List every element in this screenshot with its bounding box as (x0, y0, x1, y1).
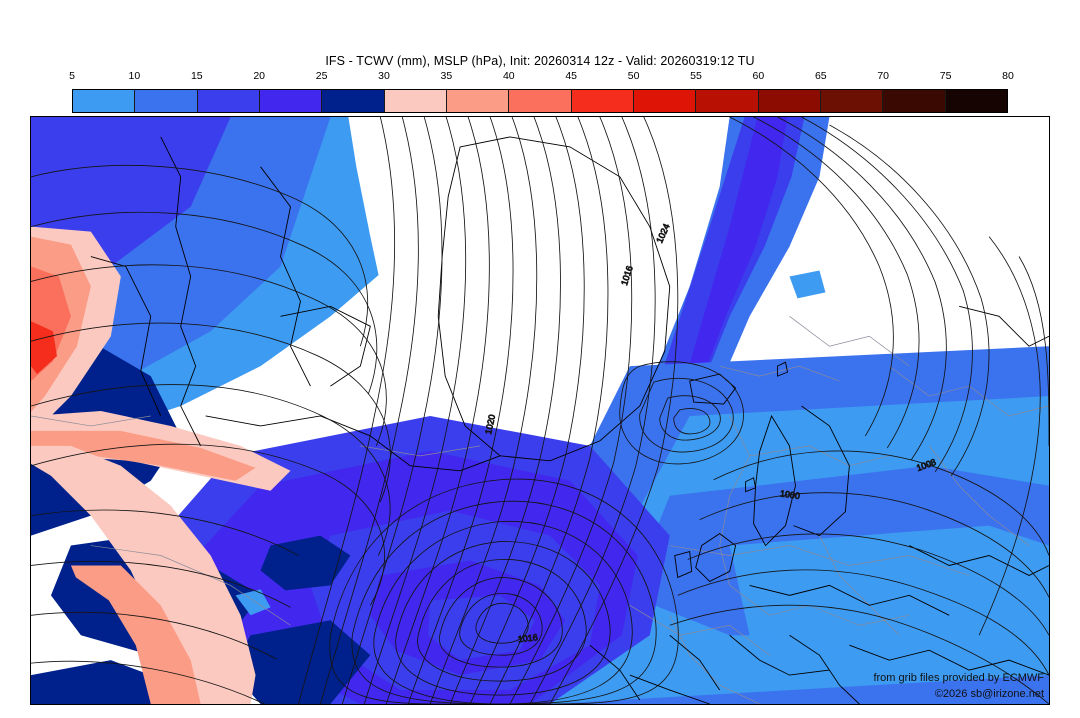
colorbar-tick-40: 40 (502, 70, 515, 82)
colorbar-segment-75-80 (945, 90, 1007, 112)
colorbar-tick-5: 5 (69, 70, 75, 82)
colorbar-segment-60-65 (758, 90, 821, 112)
colorbar-segment-20-25 (259, 90, 323, 112)
colorbar-tick-80: 80 (1002, 70, 1014, 82)
colorbar-segment-35-40 (446, 90, 510, 112)
colorbar-segment-15-20 (197, 90, 260, 112)
tcwv-fill-layer (31, 117, 1049, 704)
colorbar-tick-50: 50 (627, 70, 640, 82)
map-panel[interactable]: 1016 1020 1008 1000 1016 1024 (30, 116, 1050, 705)
colorbar-gradient (72, 89, 1008, 113)
isobar-label-1020: 1020 (483, 414, 497, 436)
colorbar-segment-30-35 (384, 90, 447, 112)
colorbar-tick-60: 60 (752, 70, 765, 82)
colorbar-tick-30: 30 (378, 70, 390, 82)
colorbar-segment-40-45 (509, 90, 572, 112)
isobar-label-1000: 1000 (779, 488, 800, 501)
colorbar-tick-10: 10 (128, 70, 141, 82)
colorbar-tick-45: 45 (565, 70, 578, 82)
colorbar-segment-45-50 (571, 90, 634, 112)
colorbar-tick-55: 55 (690, 70, 702, 82)
copyright-credit: ©2026 sb@irizone.net (934, 688, 1044, 700)
colorbar-segment-55-60 (696, 90, 759, 112)
colorbar-segment-5-10 (73, 90, 136, 112)
colorbar-tick-35: 35 (440, 70, 453, 82)
colorbar-tick-65: 65 (814, 70, 827, 82)
data-source-credit: from grib files provided by ECMWF (873, 672, 1044, 684)
colorbar: 5 10 15 20 25 30 35 40 45 50 55 60 65 70 75 80 (69, 70, 1014, 114)
country-borders-layer (31, 316, 1049, 704)
coastline-layer (90, 136, 1049, 704)
colorbar-tick-75: 75 (939, 70, 952, 82)
colorbar-tick-70: 70 (877, 70, 890, 82)
colorbar-tick-25: 25 (315, 70, 328, 82)
colorbar-tick-labels: 5 10 15 20 25 30 35 40 45 50 55 60 65 70 75 80 (69, 70, 1014, 88)
colorbar-segment-25-30 (322, 90, 385, 112)
colorbar-segment-10-15 (135, 90, 198, 112)
isobar-label-1016: 1016 (517, 632, 538, 644)
map-svg: 1016 1020 1008 1000 1016 1024 (31, 117, 1049, 704)
colorbar-segment-50-55 (633, 90, 697, 112)
colorbar-tick-20: 20 (253, 70, 266, 82)
colorbar-tick-15: 15 (190, 70, 203, 82)
colorbar-segment-65-70 (820, 90, 884, 112)
page-title: IFS - TCWV (mm), MSLP (hPa), Init: 20260… (325, 54, 755, 68)
colorbar-segment-70-75 (883, 90, 946, 112)
